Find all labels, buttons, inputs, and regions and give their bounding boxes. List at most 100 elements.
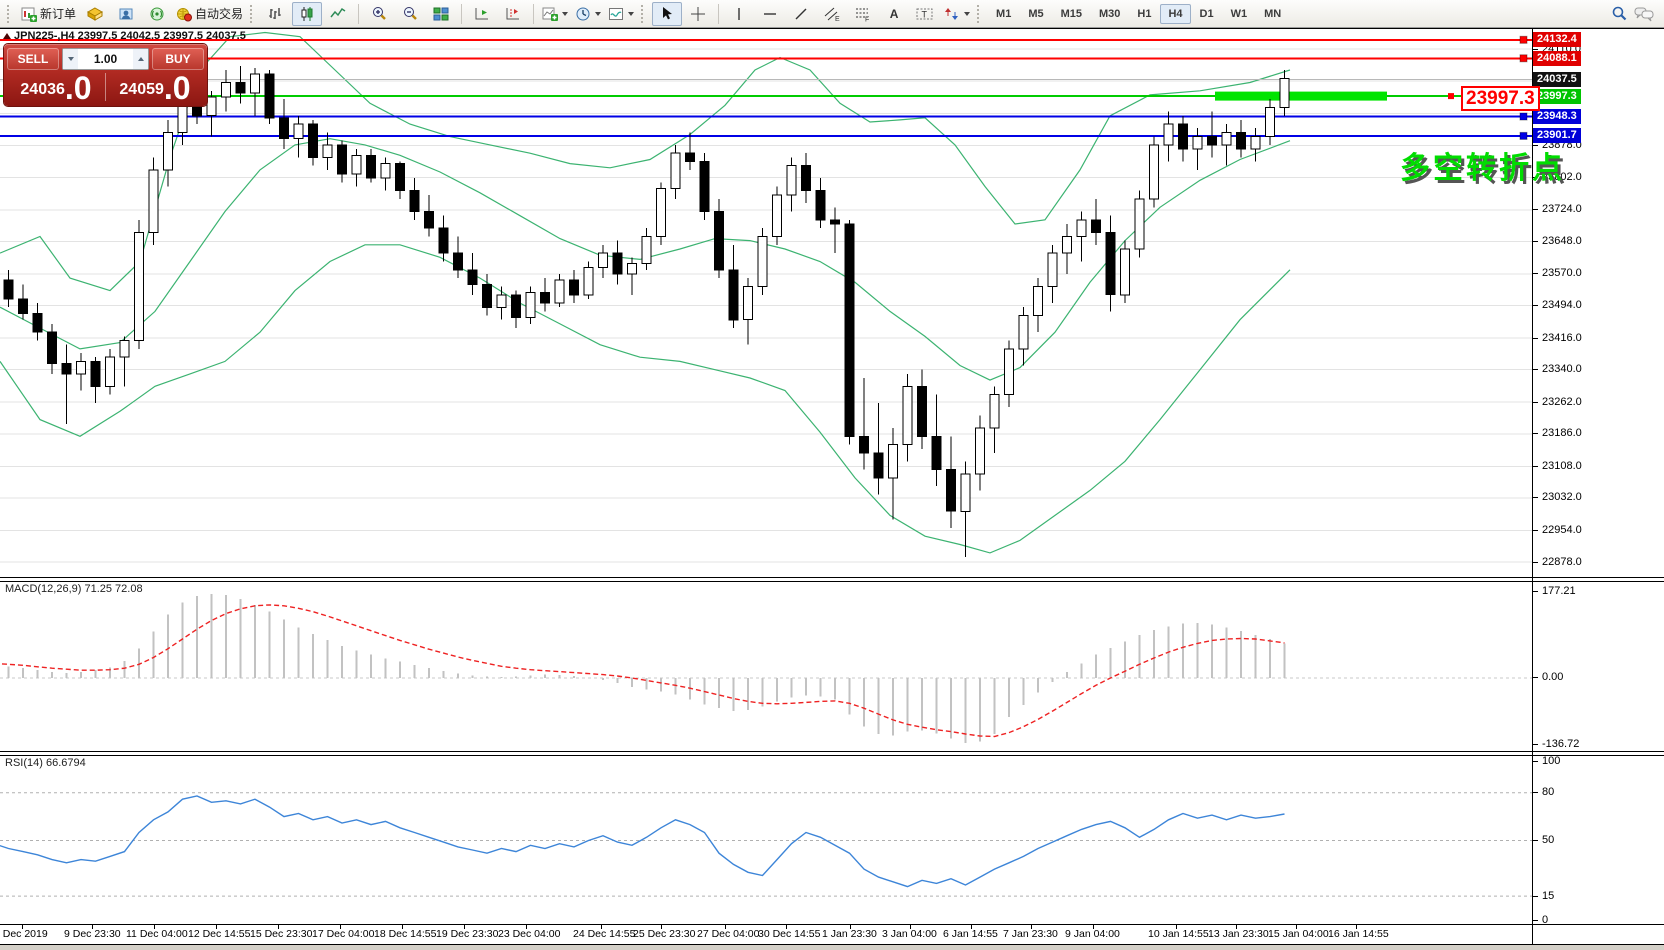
sell-price[interactable]: 24036.0 (7, 69, 105, 106)
time-tick-mark (402, 925, 403, 929)
timeframe-mn[interactable]: MN (1264, 7, 1282, 20)
price-tick-mark (1533, 305, 1538, 307)
timeframe-h4[interactable]: H4 (1160, 3, 1191, 24)
horizontal-line-button[interactable] (755, 2, 785, 26)
search-icon[interactable] (1611, 5, 1628, 22)
text-label-button[interactable]: T (910, 2, 940, 26)
time-tick-mark (850, 925, 851, 929)
timeframe-d1[interactable]: D1 (1199, 7, 1214, 20)
zoom-out-button[interactable] (395, 2, 425, 26)
price-tick-mark (1533, 465, 1538, 467)
indicators-button[interactable] (539, 2, 571, 26)
crosshair-button[interactable] (683, 2, 713, 26)
periods-dropdown-caret[interactable] (595, 11, 602, 16)
sell-price-frac: .0 (64, 69, 92, 106)
auto-scroll-button[interactable] (467, 2, 497, 26)
candlestick-chart-icon (299, 6, 315, 22)
vertical-line-button[interactable] (724, 2, 754, 26)
buy-price[interactable]: 24059.0 (106, 69, 204, 106)
volume-increase-button[interactable] (133, 49, 148, 69)
volume-decrease-button[interactable] (63, 49, 78, 69)
chart-plot-area[interactable] (0, 28, 1532, 925)
highlight-zone[interactable] (1215, 91, 1387, 101)
rsi-axis-label: 0 (1542, 913, 1549, 926)
broadcast-button[interactable] (142, 2, 172, 26)
bollinger-middle-band (0, 138, 1291, 381)
toolbar-grip[interactable] (7, 4, 14, 23)
rsi-panel[interactable] (0, 792, 1532, 897)
timeframe-h1[interactable]: H1 (1137, 7, 1152, 20)
candle-down (931, 435, 942, 471)
candle-up (641, 236, 652, 265)
time-label: 7 Jan 23:30 (1003, 928, 1058, 940)
arrows-button[interactable] (941, 2, 973, 26)
templates-button[interactable] (605, 2, 637, 26)
navigator-button[interactable] (111, 2, 141, 26)
macd-axis-label: -136.72 (1542, 738, 1580, 751)
candle-up (743, 285, 753, 321)
symbol-marker-icon (3, 33, 11, 39)
price-label-23948.3: 23948.3 (1533, 108, 1581, 124)
candle-down (830, 219, 840, 225)
time-label: 13 Jan 23:30 (1208, 928, 1269, 940)
candle-up (1062, 236, 1072, 254)
toolbar-grip[interactable] (641, 4, 648, 23)
toolbar-grip[interactable] (250, 4, 257, 23)
price-tick-mark (1533, 240, 1538, 242)
timeframe-m1[interactable]: M1 (996, 7, 1012, 20)
chart-annotation-text[interactable]: 多空转折点 (1400, 152, 1565, 185)
sell-button[interactable]: SELL (7, 48, 59, 70)
candle-up (1221, 131, 1232, 146)
time-tick-mark (340, 925, 341, 929)
one-click-trading-panel: SELL BUY 24036.0 24059.0 (4, 44, 207, 106)
candle-down (844, 223, 855, 437)
line-chart-button[interactable] (323, 2, 353, 26)
volume-input[interactable] (78, 51, 133, 67)
text-button[interactable]: A (879, 2, 909, 26)
time-label: 12 Dec 14:55 (188, 928, 251, 940)
tile-windows-button[interactable] (426, 2, 456, 26)
macd-axis-label: 177.21 (1542, 585, 1576, 598)
symbol-info: JPN225-,H4 23997.5 24042.5 23997.5 24037… (14, 30, 246, 42)
timeframe-m15[interactable]: M15 (1060, 7, 1082, 20)
timeframe-m30[interactable]: M30 (1099, 7, 1121, 20)
cursor-button[interactable] (652, 1, 683, 26)
buy-price-frac: .0 (163, 69, 191, 106)
time-tick-mark (786, 925, 787, 929)
macd-panel[interactable] (0, 594, 1532, 743)
rsi-tick-mark (1533, 840, 1538, 841)
buy-button[interactable]: BUY (152, 48, 204, 70)
time-tick-mark (1296, 925, 1297, 929)
arrows-dropdown-caret[interactable] (964, 11, 971, 16)
candle-down (47, 331, 57, 364)
chart-shift-button[interactable] (498, 2, 528, 26)
chat-icon[interactable] (1634, 6, 1654, 22)
toolbar-grip[interactable] (977, 4, 984, 23)
bar-chart-button[interactable] (261, 2, 291, 26)
candle-down (569, 279, 579, 296)
rsi-line (0, 795, 1285, 888)
candle-down (424, 211, 434, 229)
time-label: 11 Dec 04:00 (126, 928, 188, 940)
rsi-panel-splitter[interactable] (0, 751, 1664, 756)
new-order-button[interactable]: 新订单 (18, 2, 79, 26)
fibonacci-button[interactable]: F (848, 2, 878, 26)
periods-button[interactable] (572, 2, 604, 26)
templates-dropdown-caret[interactable] (628, 11, 635, 16)
timeframe-m5[interactable]: M5 (1028, 7, 1044, 20)
macd-panel-splitter[interactable] (0, 577, 1664, 582)
macd-tick-mark (1533, 744, 1538, 746)
autotrading-button[interactable]: 自动交易 (173, 2, 246, 26)
equidistant-channel-button[interactable]: E (817, 2, 847, 26)
candlestick-chart-button[interactable] (292, 1, 323, 26)
time-label: 18 Dec 14:55 (374, 928, 437, 940)
market-watch-button[interactable] (80, 2, 110, 26)
indicators-dropdown-caret[interactable] (562, 11, 569, 16)
candle-up (583, 267, 594, 296)
price-callout-box[interactable]: 23997.3 (1461, 86, 1540, 111)
timeframe-w1[interactable]: W1 (1230, 7, 1248, 20)
price-tick-mark (1533, 209, 1538, 211)
zoom-in-button[interactable] (364, 2, 394, 26)
trendline-button[interactable] (786, 2, 816, 26)
